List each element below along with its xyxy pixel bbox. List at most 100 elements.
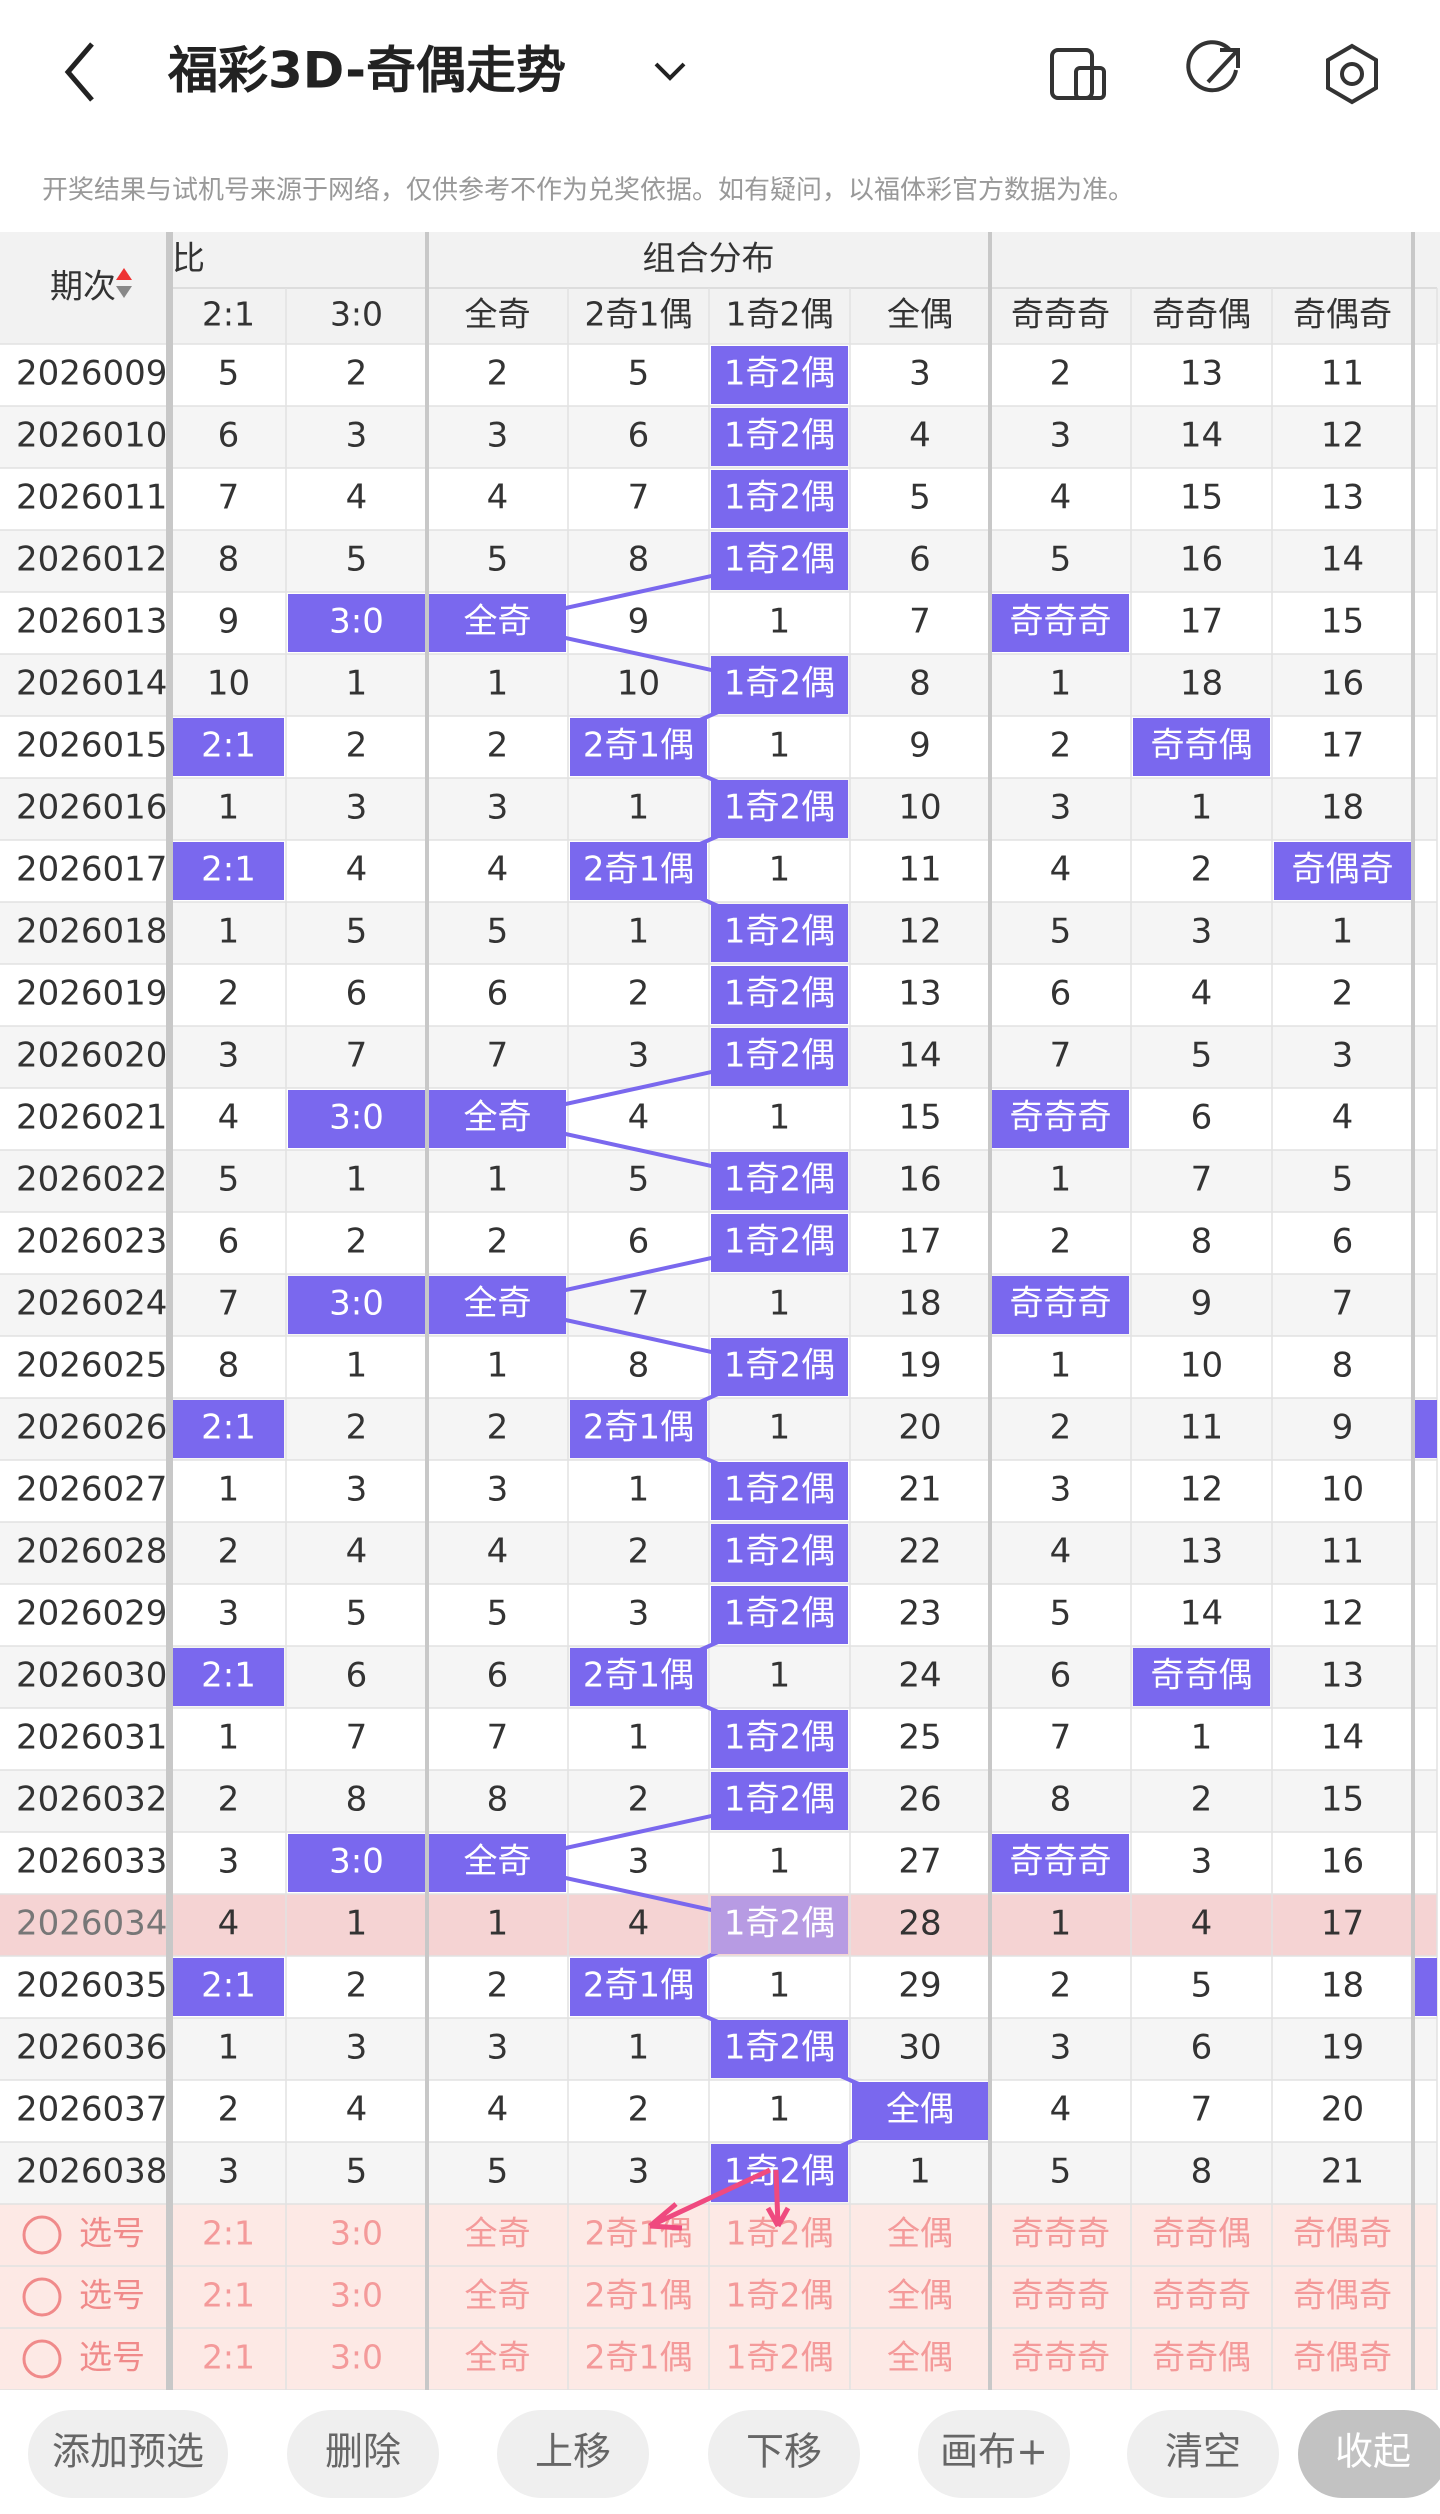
- device-icon[interactable]: [1050, 48, 1106, 100]
- cell-value: 2: [1050, 354, 1072, 394]
- cell-value: 17: [1321, 726, 1364, 766]
- pick-option[interactable]: 2:1: [202, 2338, 255, 2377]
- button-label: 画布+: [940, 2430, 1048, 2474]
- pick-option[interactable]: 全偶: [887, 2214, 953, 2253]
- button[interactable]: [28, 2410, 228, 2498]
- cell-value: 15: [1321, 1780, 1364, 1820]
- pick-option[interactable]: 全奇: [465, 2214, 531, 2253]
- button-label: 清空: [1165, 2430, 1241, 2474]
- pick-option[interactable]: 奇偶奇: [1293, 2214, 1392, 2253]
- cell-value: 1: [218, 1470, 240, 1510]
- cell-label: 2:1: [201, 850, 256, 890]
- cell-label: 1奇2偶: [724, 540, 835, 580]
- cell-value: 5: [487, 2152, 509, 2192]
- pick-option[interactable]: 奇偶奇: [1293, 2338, 1392, 2377]
- pick-option[interactable]: 2:1: [202, 2214, 255, 2253]
- cell-value: 7: [628, 478, 650, 518]
- cell-value: 4: [1332, 1098, 1354, 1138]
- pick-option[interactable]: 全偶: [887, 2276, 953, 2315]
- pick-option[interactable]: 2奇1偶: [585, 2338, 693, 2377]
- cell-value: 4: [218, 1098, 240, 1138]
- cell-value: 26: [898, 1780, 941, 1820]
- cell-value: 5: [628, 1160, 650, 1200]
- pick-option[interactable]: 奇奇偶: [1152, 2214, 1251, 2253]
- pick-option[interactable]: 3:0: [330, 2338, 383, 2377]
- cell-label: 奇奇偶: [1151, 1656, 1253, 1696]
- button[interactable]: [918, 2410, 1070, 2498]
- cell-highlight: [992, 594, 1129, 652]
- cell-value: 6: [1050, 974, 1072, 1014]
- cell-value: 2: [218, 1532, 240, 1572]
- cell-value: 3: [487, 788, 509, 828]
- settings-icon[interactable]: [1326, 43, 1378, 105]
- cell-highlight: [570, 1958, 707, 2016]
- button[interactable]: [497, 2410, 649, 2498]
- cell-value: 4: [1050, 850, 1072, 890]
- pick-option[interactable]: 全偶: [887, 2338, 953, 2377]
- cell-value: 1: [487, 1904, 509, 1944]
- pick-option[interactable]: 3:0: [330, 2214, 383, 2253]
- pick-option[interactable]: 全奇: [465, 2276, 531, 2315]
- pick-option[interactable]: 2:1: [202, 2276, 255, 2315]
- pick-option[interactable]: 1奇2偶: [726, 2276, 834, 2315]
- pick-option[interactable]: 奇偶奇: [1293, 2276, 1392, 2315]
- pick-option[interactable]: 奇奇奇: [1152, 2276, 1251, 2315]
- pick-option[interactable]: 奇奇奇: [1011, 2214, 1110, 2253]
- cell-value: 16: [898, 1160, 941, 1200]
- cell-highlight: [1415, 1400, 1437, 1458]
- cell-value: 3: [487, 416, 509, 456]
- cell-value: 3: [628, 1594, 650, 1634]
- cell-highlight: [173, 842, 284, 900]
- pick-option[interactable]: 奇奇偶: [1152, 2338, 1251, 2377]
- cell-highlight: [173, 1400, 284, 1458]
- sort-icon[interactable]: [116, 268, 132, 280]
- cell-value: 1: [1050, 1346, 1072, 1386]
- pick-option[interactable]: 1奇2偶: [726, 2338, 834, 2377]
- title-dropdown[interactable]: [654, 62, 686, 81]
- cell-value: 16: [1321, 664, 1364, 704]
- cell-value: 5: [1191, 1036, 1213, 1076]
- pick-option[interactable]: 奇奇奇: [1011, 2276, 1110, 2315]
- cell-value: 9: [628, 602, 650, 642]
- cell-value: 1: [628, 912, 650, 952]
- cell-label: 1奇2偶: [724, 912, 835, 952]
- cell-value: 5: [909, 478, 931, 518]
- cell-value: 1: [769, 1284, 791, 1324]
- cell-value: 1: [769, 1656, 791, 1696]
- cell-value: 10: [898, 788, 941, 828]
- row-bg: [0, 1832, 1437, 1894]
- pick-option[interactable]: 全奇: [465, 2338, 531, 2377]
- pick-option[interactable]: 2奇1偶: [585, 2276, 693, 2315]
- group-header: 组合分布: [643, 239, 775, 278]
- row-bg: [0, 592, 1437, 654]
- cell-label: 1奇2偶: [724, 478, 835, 518]
- button[interactable]: [287, 2410, 439, 2498]
- cell-value: 17: [1321, 1904, 1364, 1944]
- cell-highlight: [570, 718, 707, 776]
- pick-option[interactable]: 2奇1偶: [585, 2214, 693, 2253]
- period: 2026019: [16, 974, 167, 1014]
- cell-value: 2: [628, 974, 650, 1014]
- cell-value: 28: [898, 1904, 941, 1944]
- period: 2026032: [16, 1780, 167, 1820]
- cell-highlight: [992, 1276, 1129, 1334]
- sort-icon[interactable]: [116, 286, 132, 298]
- cell-highlight: [711, 2144, 848, 2202]
- pick-checkbox[interactable]: [22, 2277, 62, 2317]
- cell-value: 2: [487, 1222, 509, 1262]
- button[interactable]: [1298, 2410, 1440, 2498]
- pick-option[interactable]: 3:0: [330, 2276, 383, 2315]
- back-button[interactable]: [64, 42, 94, 102]
- pick-option[interactable]: 奇奇奇: [1011, 2338, 1110, 2377]
- period: 2026011: [16, 478, 167, 518]
- cell-value: 3: [628, 1842, 650, 1882]
- pick-checkbox[interactable]: [22, 2215, 62, 2255]
- cell-highlight: [992, 1090, 1129, 1148]
- button[interactable]: [708, 2410, 860, 2498]
- cell-label: 2奇1偶: [583, 1966, 694, 2006]
- cell-highlight: [288, 1834, 425, 1892]
- share-icon[interactable]: [1186, 40, 1240, 93]
- cell-value: 1: [1191, 1718, 1213, 1758]
- pick-checkbox[interactable]: [22, 2339, 62, 2379]
- button[interactable]: [1127, 2410, 1279, 2498]
